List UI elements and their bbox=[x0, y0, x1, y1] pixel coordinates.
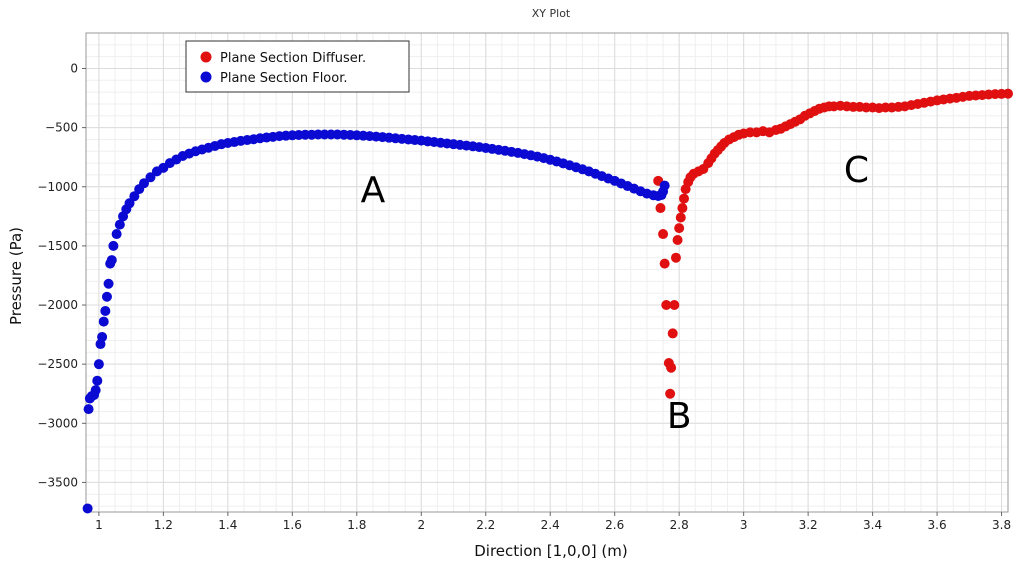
y-axis-label: Pressure (Pa) bbox=[7, 227, 25, 325]
x-tick-label: 3.8 bbox=[992, 518, 1011, 532]
data-point bbox=[114, 219, 125, 230]
data-point bbox=[82, 503, 93, 514]
series-floor bbox=[82, 129, 670, 514]
data-point bbox=[108, 240, 119, 251]
x-tick-label: 3.4 bbox=[863, 518, 882, 532]
data-point bbox=[129, 191, 140, 202]
legend-marker-floor bbox=[200, 71, 212, 83]
annotations: A B C bbox=[361, 150, 869, 437]
data-point bbox=[659, 258, 670, 269]
x-tick-label: 1.8 bbox=[347, 518, 366, 532]
y-tick-label: −2000 bbox=[37, 298, 78, 312]
x-tick-label: 1.2 bbox=[154, 518, 173, 532]
x-tick-label: 2.8 bbox=[670, 518, 689, 532]
data-point bbox=[665, 388, 676, 399]
annotation-label-a: A bbox=[361, 170, 386, 211]
data-point bbox=[659, 180, 670, 191]
y-tick-label: −500 bbox=[45, 121, 78, 135]
data-point bbox=[90, 385, 101, 396]
annotation-label-c: C bbox=[844, 150, 869, 191]
y-tick-label: 0 bbox=[70, 61, 78, 75]
data-point bbox=[100, 305, 111, 316]
chart-title: XY Plot bbox=[532, 7, 571, 20]
data-point bbox=[667, 328, 678, 339]
series-diffuser bbox=[653, 88, 1013, 399]
plot-area-frame bbox=[85, 32, 1009, 513]
legend-label-diffuser: Plane Section Diffuser. bbox=[220, 51, 366, 66]
y-tick-label: −1500 bbox=[37, 239, 78, 253]
data-point bbox=[670, 252, 681, 263]
x-tick-label: 1.6 bbox=[283, 518, 302, 532]
legend-label-floor: Plane Section Floor. bbox=[220, 71, 348, 86]
legend-box bbox=[185, 40, 410, 93]
x-tick-label: 3.6 bbox=[928, 518, 947, 532]
x-tick-label: 3 bbox=[740, 518, 748, 532]
x-tick-label: 1.4 bbox=[218, 518, 237, 532]
data-point bbox=[101, 291, 112, 302]
x-axis-label: Direction [1,0,0] (m) bbox=[474, 542, 628, 560]
data-series bbox=[82, 88, 1013, 514]
y-tick-label: −3500 bbox=[37, 475, 78, 489]
data-point bbox=[675, 212, 686, 223]
data-point bbox=[661, 300, 672, 311]
data-point bbox=[677, 203, 688, 214]
legend-marker-diffuser bbox=[200, 51, 212, 63]
data-point bbox=[672, 234, 683, 245]
legend: Plane Section Diffuser. Plane Section Fl… bbox=[185, 40, 410, 93]
data-point bbox=[124, 198, 135, 209]
data-point bbox=[92, 375, 103, 386]
data-point bbox=[679, 193, 690, 204]
y-tick-label: −2500 bbox=[37, 357, 78, 371]
y-axis-ticks: 0 −500 −1000 −1500 −2000 −2500 −3000 −3500 bbox=[37, 61, 86, 489]
data-point bbox=[669, 300, 680, 311]
data-point bbox=[97, 331, 108, 342]
data-point bbox=[674, 223, 685, 234]
data-point bbox=[111, 229, 122, 240]
data-point bbox=[658, 229, 669, 240]
y-tick-label: −1000 bbox=[37, 180, 78, 194]
x-tick-label: 2.6 bbox=[605, 518, 624, 532]
x-axis-ticks: 1 1.2 1.4 1.6 1.8 2 2.2 2.4 2.6 2.8 3 3.2 3.4 3.6 3.8 bbox=[95, 512, 1011, 532]
data-point bbox=[145, 172, 156, 183]
y-tick-label: −3000 bbox=[37, 416, 78, 430]
data-point bbox=[93, 359, 104, 370]
data-point bbox=[98, 316, 109, 327]
x-tick-label: 3.2 bbox=[799, 518, 818, 532]
data-point bbox=[83, 404, 94, 415]
x-tick-label: 2.2 bbox=[476, 518, 495, 532]
x-tick-label: 1 bbox=[95, 518, 103, 532]
data-point bbox=[139, 178, 150, 189]
data-point bbox=[666, 362, 677, 373]
data-point bbox=[106, 255, 117, 266]
data-point bbox=[1003, 88, 1013, 99]
data-point bbox=[655, 203, 666, 214]
x-tick-label: 2 bbox=[417, 518, 425, 532]
data-point bbox=[103, 278, 114, 289]
x-tick-label: 2.4 bbox=[541, 518, 560, 532]
annotation-label-b: B bbox=[667, 396, 692, 437]
